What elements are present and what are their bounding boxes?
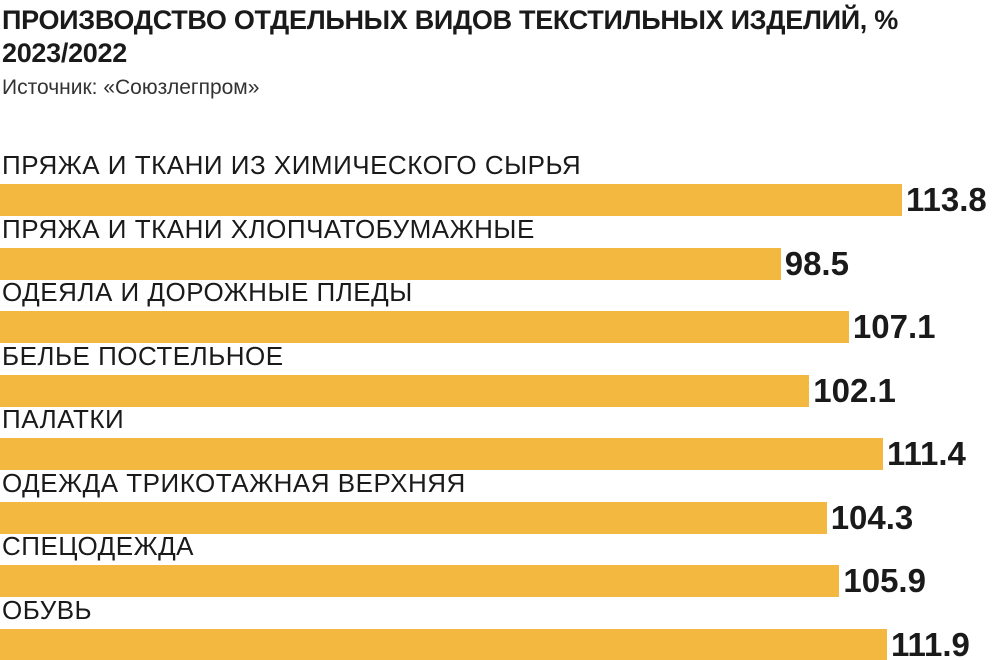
value-label: 111.4 — [886, 435, 966, 472]
category-label: ПРЯЖА И ТКАНИ ХЛОПЧАТОБУМАЖНЫЕ — [2, 213, 535, 244]
bar — [0, 438, 883, 470]
category-label: ПАЛАТКИ — [2, 404, 125, 434]
value-label: 111.9 — [890, 625, 970, 660]
value-label: 107.1 — [852, 308, 936, 345]
bar — [0, 628, 887, 660]
value-label: 102.1 — [813, 371, 896, 409]
bar — [0, 184, 902, 216]
bar — [0, 565, 840, 597]
chart-source: Источник: «Союзлегпром» — [2, 76, 260, 99]
category-label: ОДЕЯЛА И ДОРОЖНЫЕ ПЛЕДЫ — [2, 277, 413, 307]
category-label: БЕЛЬЕ ПОСТЕЛЬНОЕ — [2, 340, 284, 371]
category-label: ОДЕЖДА ТРИКОТАЖНАЯ ВЕРХНЯЯ — [2, 467, 466, 498]
bar — [0, 374, 810, 407]
value-label: 113.8 — [906, 181, 987, 218]
bar — [0, 247, 781, 280]
category-label: ПРЯЖА И ТКАНИ ИЗ ХИМИЧЕСКОГО СЫРЬЯ — [2, 150, 582, 180]
chart-title: ПРОИЗВОДСТВО ОТДЕЛЬНЫХ ВИДОВ ТЕКСТИЛЬНЫХ… — [2, 5, 898, 68]
category-label: СПЕЦОДЕЖДА — [2, 531, 195, 561]
value-label: 104.3 — [830, 498, 914, 536]
bar — [0, 311, 849, 343]
category-label: ОБУВЬ — [2, 594, 93, 625]
bar — [0, 501, 827, 534]
value-label: 105.9 — [843, 562, 926, 599]
value-label: 98.5 — [784, 244, 849, 282]
